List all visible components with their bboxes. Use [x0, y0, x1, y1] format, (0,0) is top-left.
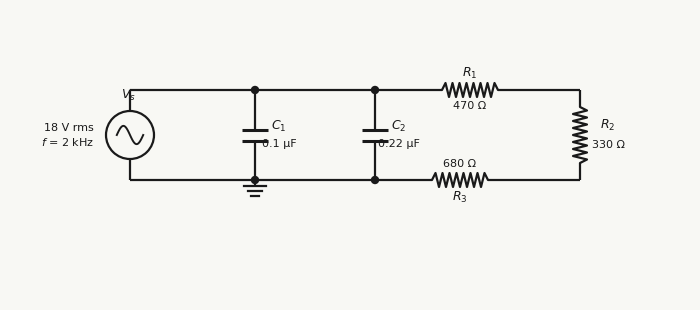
Text: 680 Ω: 680 Ω	[443, 159, 477, 169]
Circle shape	[372, 86, 379, 94]
Text: 18 V rms: 18 V rms	[44, 123, 94, 133]
Text: $C_2$: $C_2$	[391, 118, 407, 134]
Text: 0.1 μF: 0.1 μF	[262, 139, 296, 149]
Circle shape	[251, 86, 258, 94]
Text: 470 Ω: 470 Ω	[454, 101, 486, 111]
Text: 330 Ω: 330 Ω	[592, 140, 624, 150]
Text: $V_s$: $V_s$	[120, 88, 136, 103]
Text: 0.22 μF: 0.22 μF	[378, 139, 420, 149]
Text: $R_3$: $R_3$	[452, 189, 468, 205]
Circle shape	[372, 176, 379, 184]
Text: $R_1$: $R_1$	[462, 65, 477, 81]
Text: $R_2$: $R_2$	[601, 117, 615, 133]
Text: $C_1$: $C_1$	[272, 118, 287, 134]
Text: $f$ = 2 kHz: $f$ = 2 kHz	[41, 136, 94, 148]
Circle shape	[251, 176, 258, 184]
